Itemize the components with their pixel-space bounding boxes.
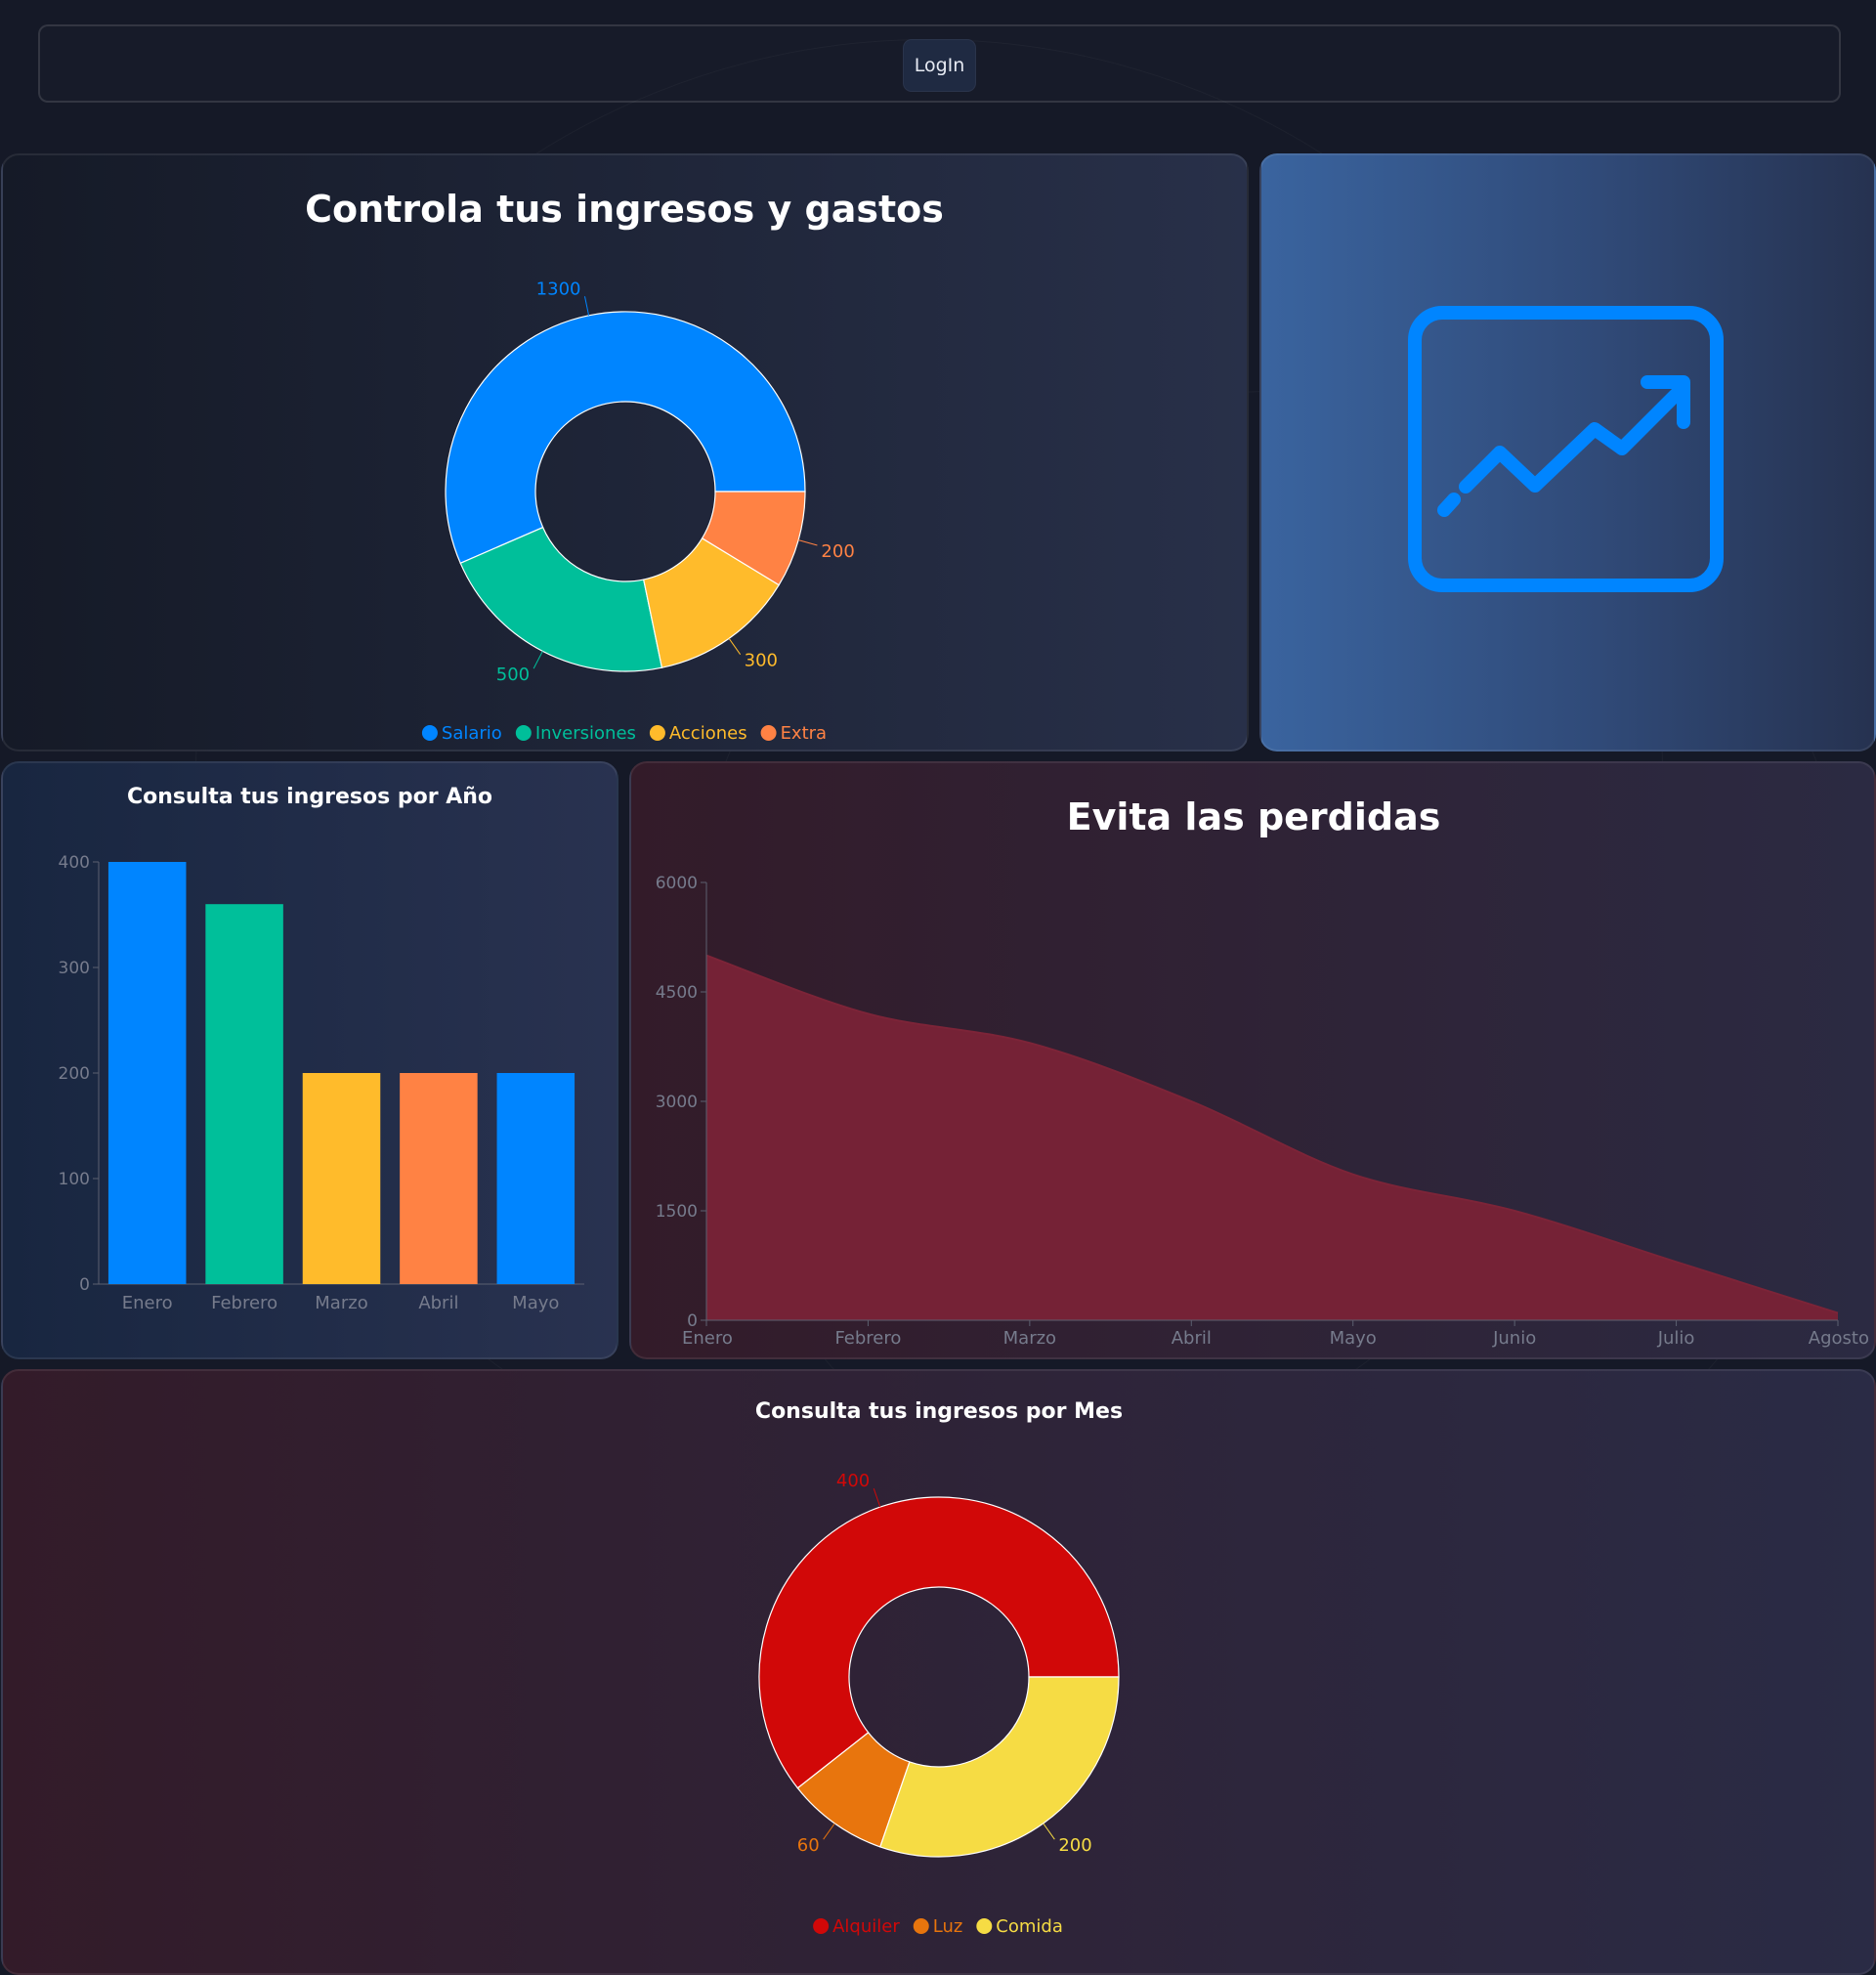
y-tick-label-4500: 4500 xyxy=(656,983,698,1003)
year-bars xyxy=(107,862,576,1284)
loss-area-line xyxy=(705,954,1839,1314)
x-tick-label-abril: Abril xyxy=(418,1293,458,1313)
income-donut: 1300 500 300 200 xyxy=(445,279,855,685)
legend-label-inversiones: Inversiones xyxy=(535,723,636,744)
bar-marzo xyxy=(302,1073,381,1284)
x-tick-label-abril: Abril xyxy=(1172,1328,1212,1349)
loss-area-fill xyxy=(706,955,1838,1320)
legend-label-acciones: Acciones xyxy=(669,723,747,744)
month-title: Consulta tus ingresos por Mes xyxy=(755,1399,1123,1424)
y-tick-label-0: 0 xyxy=(79,1275,90,1295)
legend-dot-inversiones xyxy=(515,725,532,741)
loss-axes: 0 1500 3000 4500 6000 Enero Febrero Marzo Abril M… xyxy=(656,874,1869,1349)
year-title: Consulta tus ingresos por Año xyxy=(127,785,492,809)
loss-chart: Evita las perdidas 0 1500 3000 4500 6000 Ener… xyxy=(656,795,1869,1349)
year-chart: Consulta tus ingresos por Año 0 100 200 300… xyxy=(59,785,584,1313)
x-tick-label-febrero: Febrero xyxy=(211,1293,277,1313)
value-label-alquiler: 400 xyxy=(836,1471,870,1491)
legend-label-comida: Comida xyxy=(996,1916,1063,1937)
legend-dot-luz xyxy=(913,1918,929,1934)
y-tick-label-400: 400 xyxy=(59,853,90,873)
slice-salario xyxy=(445,311,806,565)
y-tick-label-200: 200 xyxy=(59,1064,90,1084)
slice-extra xyxy=(701,491,806,586)
month-panel: Consulta tus ingresos por Mes 400 60 200 A… xyxy=(1,1369,1876,1975)
y-tick-label-100: 100 xyxy=(59,1170,90,1189)
value-label-acciones: 300 xyxy=(745,651,778,671)
legend-label-luz: Luz xyxy=(933,1916,963,1937)
y-tick-label-3000: 3000 xyxy=(656,1093,698,1112)
label-line-comida xyxy=(1043,1823,1055,1840)
loss-panel: Evita las perdidas 0 1500 3000 4500 6000 Ener… xyxy=(629,761,1876,1359)
trend-panel xyxy=(1259,153,1876,751)
x-tick-label-mayo: Mayo xyxy=(512,1293,559,1313)
y-tick-label-300: 300 xyxy=(59,959,90,978)
income-title: Controla tus ingresos y gastos xyxy=(305,188,944,231)
legend-dot-salario xyxy=(421,725,438,741)
value-label-salario: 1300 xyxy=(536,279,581,299)
top-bar xyxy=(38,24,1841,103)
bar-febrero xyxy=(205,904,283,1284)
loss-area xyxy=(705,954,1839,1320)
x-tick-label-julio: Julio xyxy=(1657,1328,1695,1349)
x-tick-label-agosto: Agosto xyxy=(1809,1328,1869,1349)
chart-line-icon xyxy=(1408,306,1724,592)
month-donut: 400 60 200 xyxy=(758,1471,1120,1858)
legend-label-alquiler: Alquiler xyxy=(832,1916,900,1937)
slice-comida xyxy=(879,1676,1120,1858)
x-tick-label-junio: Junio xyxy=(1492,1328,1536,1349)
value-label-luz: 60 xyxy=(797,1835,820,1856)
x-tick-label-marzo: Marzo xyxy=(1003,1328,1056,1349)
legend-dot-comida xyxy=(976,1918,993,1934)
legend-label-salario: Salario xyxy=(442,723,502,744)
label-line-extra xyxy=(798,539,818,546)
label-line-inversiones xyxy=(533,651,543,669)
x-tick-label-enero: Enero xyxy=(122,1293,173,1313)
value-label-inversiones: 500 xyxy=(496,665,530,685)
month-chart: Consulta tus ingresos por Mes 400 60 200 A… xyxy=(755,1399,1123,1937)
label-line-alquiler xyxy=(873,1488,881,1508)
loss-title: Evita las perdidas xyxy=(1067,795,1441,838)
x-tick-label-mayo: Mayo xyxy=(1330,1328,1377,1349)
login-button[interactable]: LogIn xyxy=(903,39,976,92)
y-tick-label-6000: 6000 xyxy=(656,874,698,893)
income-chart: Controla tus ingresos y gastos 1300 500 30… xyxy=(305,188,944,744)
income-legend: Salario Inversiones Acciones Extra xyxy=(421,723,828,744)
slice-alquiler xyxy=(758,1496,1120,1789)
x-tick-label-marzo: Marzo xyxy=(315,1293,367,1313)
bar-mayo xyxy=(496,1073,576,1284)
y-tick-label-1500: 1500 xyxy=(656,1202,698,1222)
bar-abril xyxy=(400,1073,478,1284)
value-label-extra: 200 xyxy=(821,541,854,562)
value-label-comida: 200 xyxy=(1058,1835,1091,1856)
label-line-salario xyxy=(584,296,590,316)
legend-label-extra: Extra xyxy=(781,723,828,744)
label-line-acciones xyxy=(728,638,742,655)
year-panel: Consulta tus ingresos por Año 0 100 200 300… xyxy=(1,761,618,1359)
income-panel: Controla tus ingresos y gastos 1300 500 30… xyxy=(1,153,1249,751)
x-tick-label-febrero: Febrero xyxy=(834,1328,901,1349)
month-legend: Alquiler Luz Comida xyxy=(813,1916,1063,1937)
label-line-luz xyxy=(823,1823,835,1840)
slice-inversiones xyxy=(459,526,663,672)
bar-enero xyxy=(107,862,187,1284)
x-tick-label-enero: Enero xyxy=(682,1328,733,1349)
legend-dot-extra xyxy=(760,725,777,741)
legend-dot-alquiler xyxy=(813,1918,830,1934)
y-tick-label-0: 0 xyxy=(687,1311,698,1331)
legend-dot-acciones xyxy=(649,725,665,741)
